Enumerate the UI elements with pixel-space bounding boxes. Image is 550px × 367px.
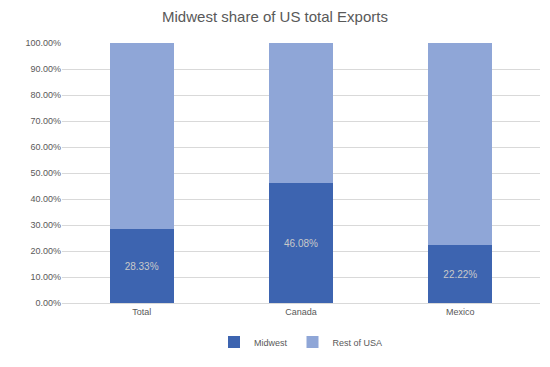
svg-text:22.22%: 22.22% <box>443 269 477 280</box>
svg-text:46.08%: 46.08% <box>284 238 318 249</box>
svg-text:40.00%: 40.00% <box>30 194 61 204</box>
svg-text:100.00%: 100.00% <box>25 38 61 48</box>
svg-text:Rest of USA: Rest of USA <box>333 338 383 348</box>
svg-text:Mexico: Mexico <box>446 307 475 317</box>
svg-text:80.00%: 80.00% <box>30 90 61 100</box>
svg-text:70.00%: 70.00% <box>30 116 61 126</box>
svg-text:60.00%: 60.00% <box>30 142 61 152</box>
svg-text:90.00%: 90.00% <box>30 64 61 74</box>
svg-text:Total: Total <box>132 307 151 317</box>
svg-text:Midwest share of US total Expo: Midwest share of US total Exports <box>162 8 388 25</box>
svg-text:28.33%: 28.33% <box>125 261 159 272</box>
svg-text:20.00%: 20.00% <box>30 246 61 256</box>
svg-text:50.00%: 50.00% <box>30 168 61 178</box>
svg-text:Canada: Canada <box>285 307 317 317</box>
svg-text:10.00%: 10.00% <box>30 272 61 282</box>
svg-text:Midwest: Midwest <box>254 338 288 348</box>
svg-text:30.00%: 30.00% <box>30 220 61 230</box>
svg-text:0.00%: 0.00% <box>35 298 61 308</box>
